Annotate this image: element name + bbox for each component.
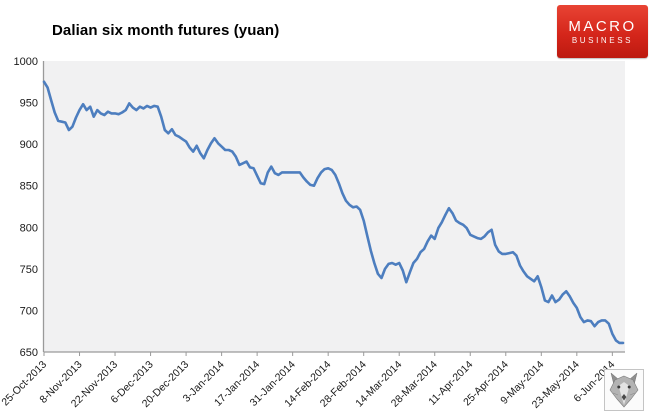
y-axis-label: 900 [20, 139, 38, 151]
y-axis-label: 850 [20, 181, 38, 193]
macrobusiness-logo-line2: BUSINESS [571, 35, 634, 45]
y-axis-label: 800 [20, 222, 38, 234]
y-axis-label: 700 [20, 305, 38, 317]
wolf-logo-icon [604, 369, 644, 411]
y-axis-label: 750 [20, 264, 38, 276]
macrobusiness-logo-line1: MACRO [568, 17, 637, 35]
y-axis-label: 950 [20, 98, 38, 110]
y-axis-label: 1000 [14, 56, 38, 68]
price-line [42, 80, 625, 345]
y-axis-label: 650 [20, 347, 38, 359]
chart-title: Dalian six month futures (yuan) [52, 22, 280, 39]
macrobusiness-logo: MACRO BUSINESS [557, 5, 648, 58]
plot-area [43, 61, 625, 352]
